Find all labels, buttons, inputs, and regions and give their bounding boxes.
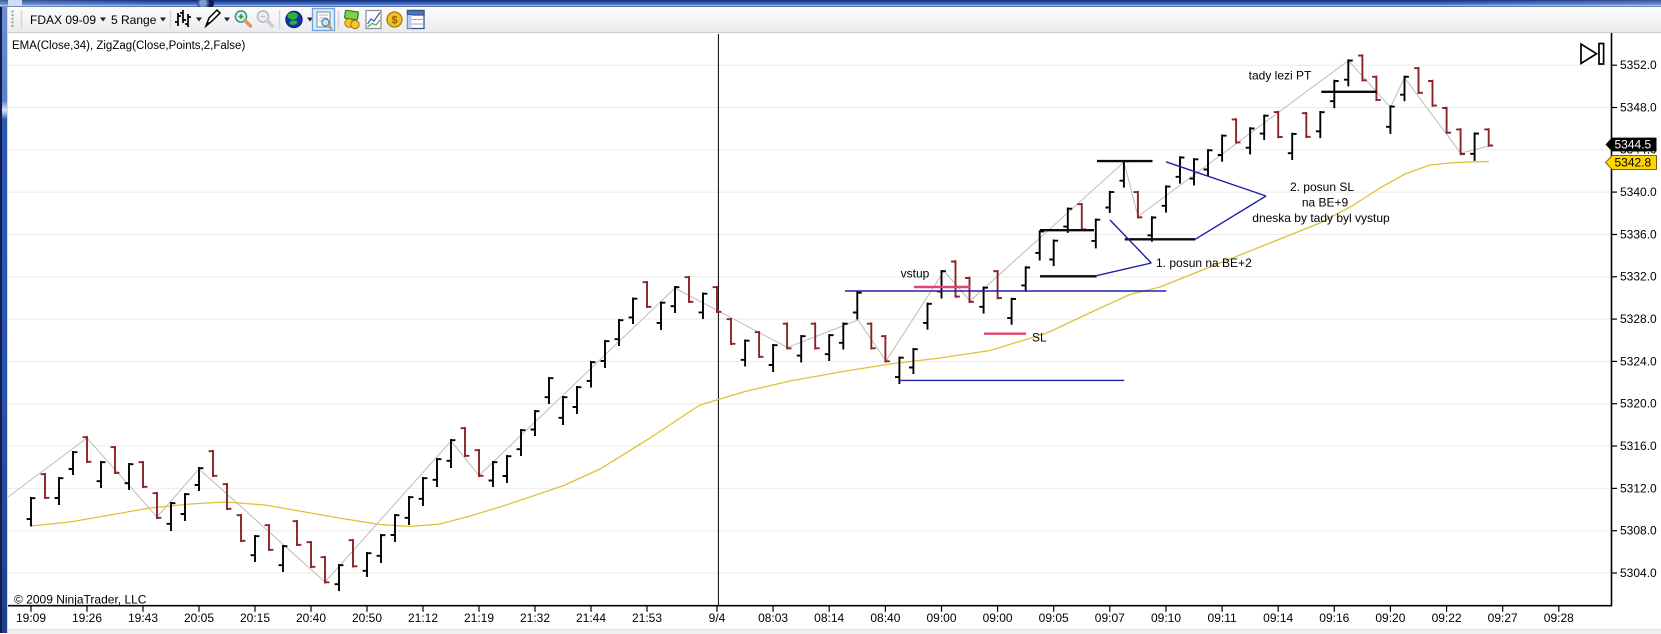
svg-text:2. posun SL: 2. posun SL <box>1290 180 1354 194</box>
svg-text:5344.5: 5344.5 <box>1615 138 1652 152</box>
svg-text:5324.0: 5324.0 <box>1620 354 1657 368</box>
svg-text:09:28: 09:28 <box>1544 611 1574 625</box>
svg-text:5316.0: 5316.0 <box>1620 439 1657 453</box>
svg-text:na BE+9: na BE+9 <box>1302 196 1349 210</box>
svg-text:19:26: 19:26 <box>72 611 102 625</box>
svg-text:tady lezi PT: tady lezi PT <box>1249 69 1312 83</box>
svg-text:09:20: 09:20 <box>1375 611 1405 625</box>
svg-text:$: $ <box>391 15 397 27</box>
svg-text:5320.0: 5320.0 <box>1620 397 1657 411</box>
svg-text:5340.0: 5340.0 <box>1620 185 1657 199</box>
svg-text:09:27: 09:27 <box>1488 611 1518 625</box>
svg-text:21:12: 21:12 <box>408 611 438 625</box>
svg-text:1. posun na BE+2: 1. posun na BE+2 <box>1156 256 1252 270</box>
svg-text:vstup: vstup <box>901 267 930 281</box>
svg-text:EMA(Close,34), ZigZag(Close,Po: EMA(Close,34), ZigZag(Close,Points,2,Fal… <box>12 40 245 52</box>
svg-text:20:40: 20:40 <box>296 611 326 625</box>
svg-text:5328.0: 5328.0 <box>1620 312 1657 326</box>
svg-text:5352.0: 5352.0 <box>1620 58 1657 72</box>
svg-text:9/4: 9/4 <box>709 611 726 625</box>
svg-text:21:44: 21:44 <box>576 611 606 625</box>
svg-text:20:15: 20:15 <box>240 611 270 625</box>
svg-text:08:03: 08:03 <box>758 611 788 625</box>
svg-text:21:19: 21:19 <box>464 611 494 625</box>
svg-text:09:11: 09:11 <box>1208 611 1237 625</box>
svg-text:09:07: 09:07 <box>1095 611 1125 625</box>
svg-text:20:05: 20:05 <box>184 611 214 625</box>
svg-text:5304.0: 5304.0 <box>1620 566 1657 580</box>
svg-text:SL: SL <box>1032 331 1047 345</box>
svg-text:09:14: 09:14 <box>1263 611 1293 625</box>
svg-text:21:32: 21:32 <box>520 611 550 625</box>
svg-text:5336.0: 5336.0 <box>1620 227 1657 241</box>
svg-text:09:22: 09:22 <box>1432 611 1462 625</box>
svg-text:08:14: 08:14 <box>814 611 844 625</box>
svg-text:09:10: 09:10 <box>1151 611 1181 625</box>
svg-text:08:40: 08:40 <box>870 611 900 625</box>
svg-text:5312.0: 5312.0 <box>1620 481 1657 495</box>
svg-text:09:16: 09:16 <box>1319 611 1349 625</box>
svg-text:dneska by tady byl vystup: dneska by tady byl vystup <box>1252 211 1390 225</box>
svg-text:5348.0: 5348.0 <box>1620 100 1657 114</box>
svg-text:5308.0: 5308.0 <box>1620 524 1657 538</box>
svg-text:20:50: 20:50 <box>352 611 382 625</box>
svg-text:19:43: 19:43 <box>128 611 158 625</box>
svg-text:09:00: 09:00 <box>926 611 956 625</box>
svg-text:09:00: 09:00 <box>983 611 1013 625</box>
svg-text:© 2009 NinjaTrader, LLC: © 2009 NinjaTrader, LLC <box>14 593 147 607</box>
svg-text:09:05: 09:05 <box>1039 611 1069 625</box>
svg-text:5342.8: 5342.8 <box>1615 156 1652 170</box>
svg-text:5332.0: 5332.0 <box>1620 270 1657 284</box>
svg-text:21:53: 21:53 <box>632 611 662 625</box>
svg-text:19:09: 19:09 <box>16 611 46 625</box>
